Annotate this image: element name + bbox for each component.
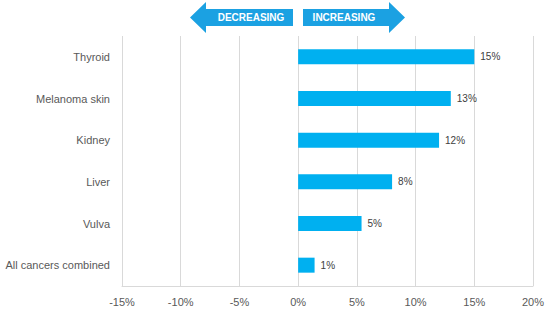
svg-text:DECREASING: DECREASING	[218, 12, 285, 23]
svg-text:INCREASING: INCREASING	[313, 12, 376, 23]
svg-text:-15%: -15%	[109, 296, 135, 308]
svg-text:5%: 5%	[368, 218, 383, 229]
svg-text:15%: 15%	[463, 296, 485, 308]
svg-text:Kidney: Kidney	[76, 134, 110, 146]
svg-text:All cancers combined: All cancers combined	[5, 259, 110, 271]
svg-text:5%: 5%	[349, 296, 365, 308]
svg-text:-10%: -10%	[168, 296, 194, 308]
svg-text:Vulva: Vulva	[83, 218, 111, 230]
svg-text:-5%: -5%	[230, 296, 250, 308]
svg-text:8%: 8%	[398, 176, 413, 187]
svg-text:15%: 15%	[480, 51, 500, 62]
svg-text:Thyroid: Thyroid	[73, 51, 110, 63]
svg-text:0%: 0%	[290, 296, 306, 308]
svg-text:Liver: Liver	[86, 176, 110, 188]
svg-text:Melanoma skin: Melanoma skin	[36, 93, 110, 105]
svg-text:1%: 1%	[321, 260, 336, 271]
svg-text:20%: 20%	[522, 296, 544, 308]
svg-text:13%: 13%	[457, 93, 477, 104]
svg-text:10%: 10%	[405, 296, 427, 308]
svg-text:12%: 12%	[445, 135, 465, 146]
